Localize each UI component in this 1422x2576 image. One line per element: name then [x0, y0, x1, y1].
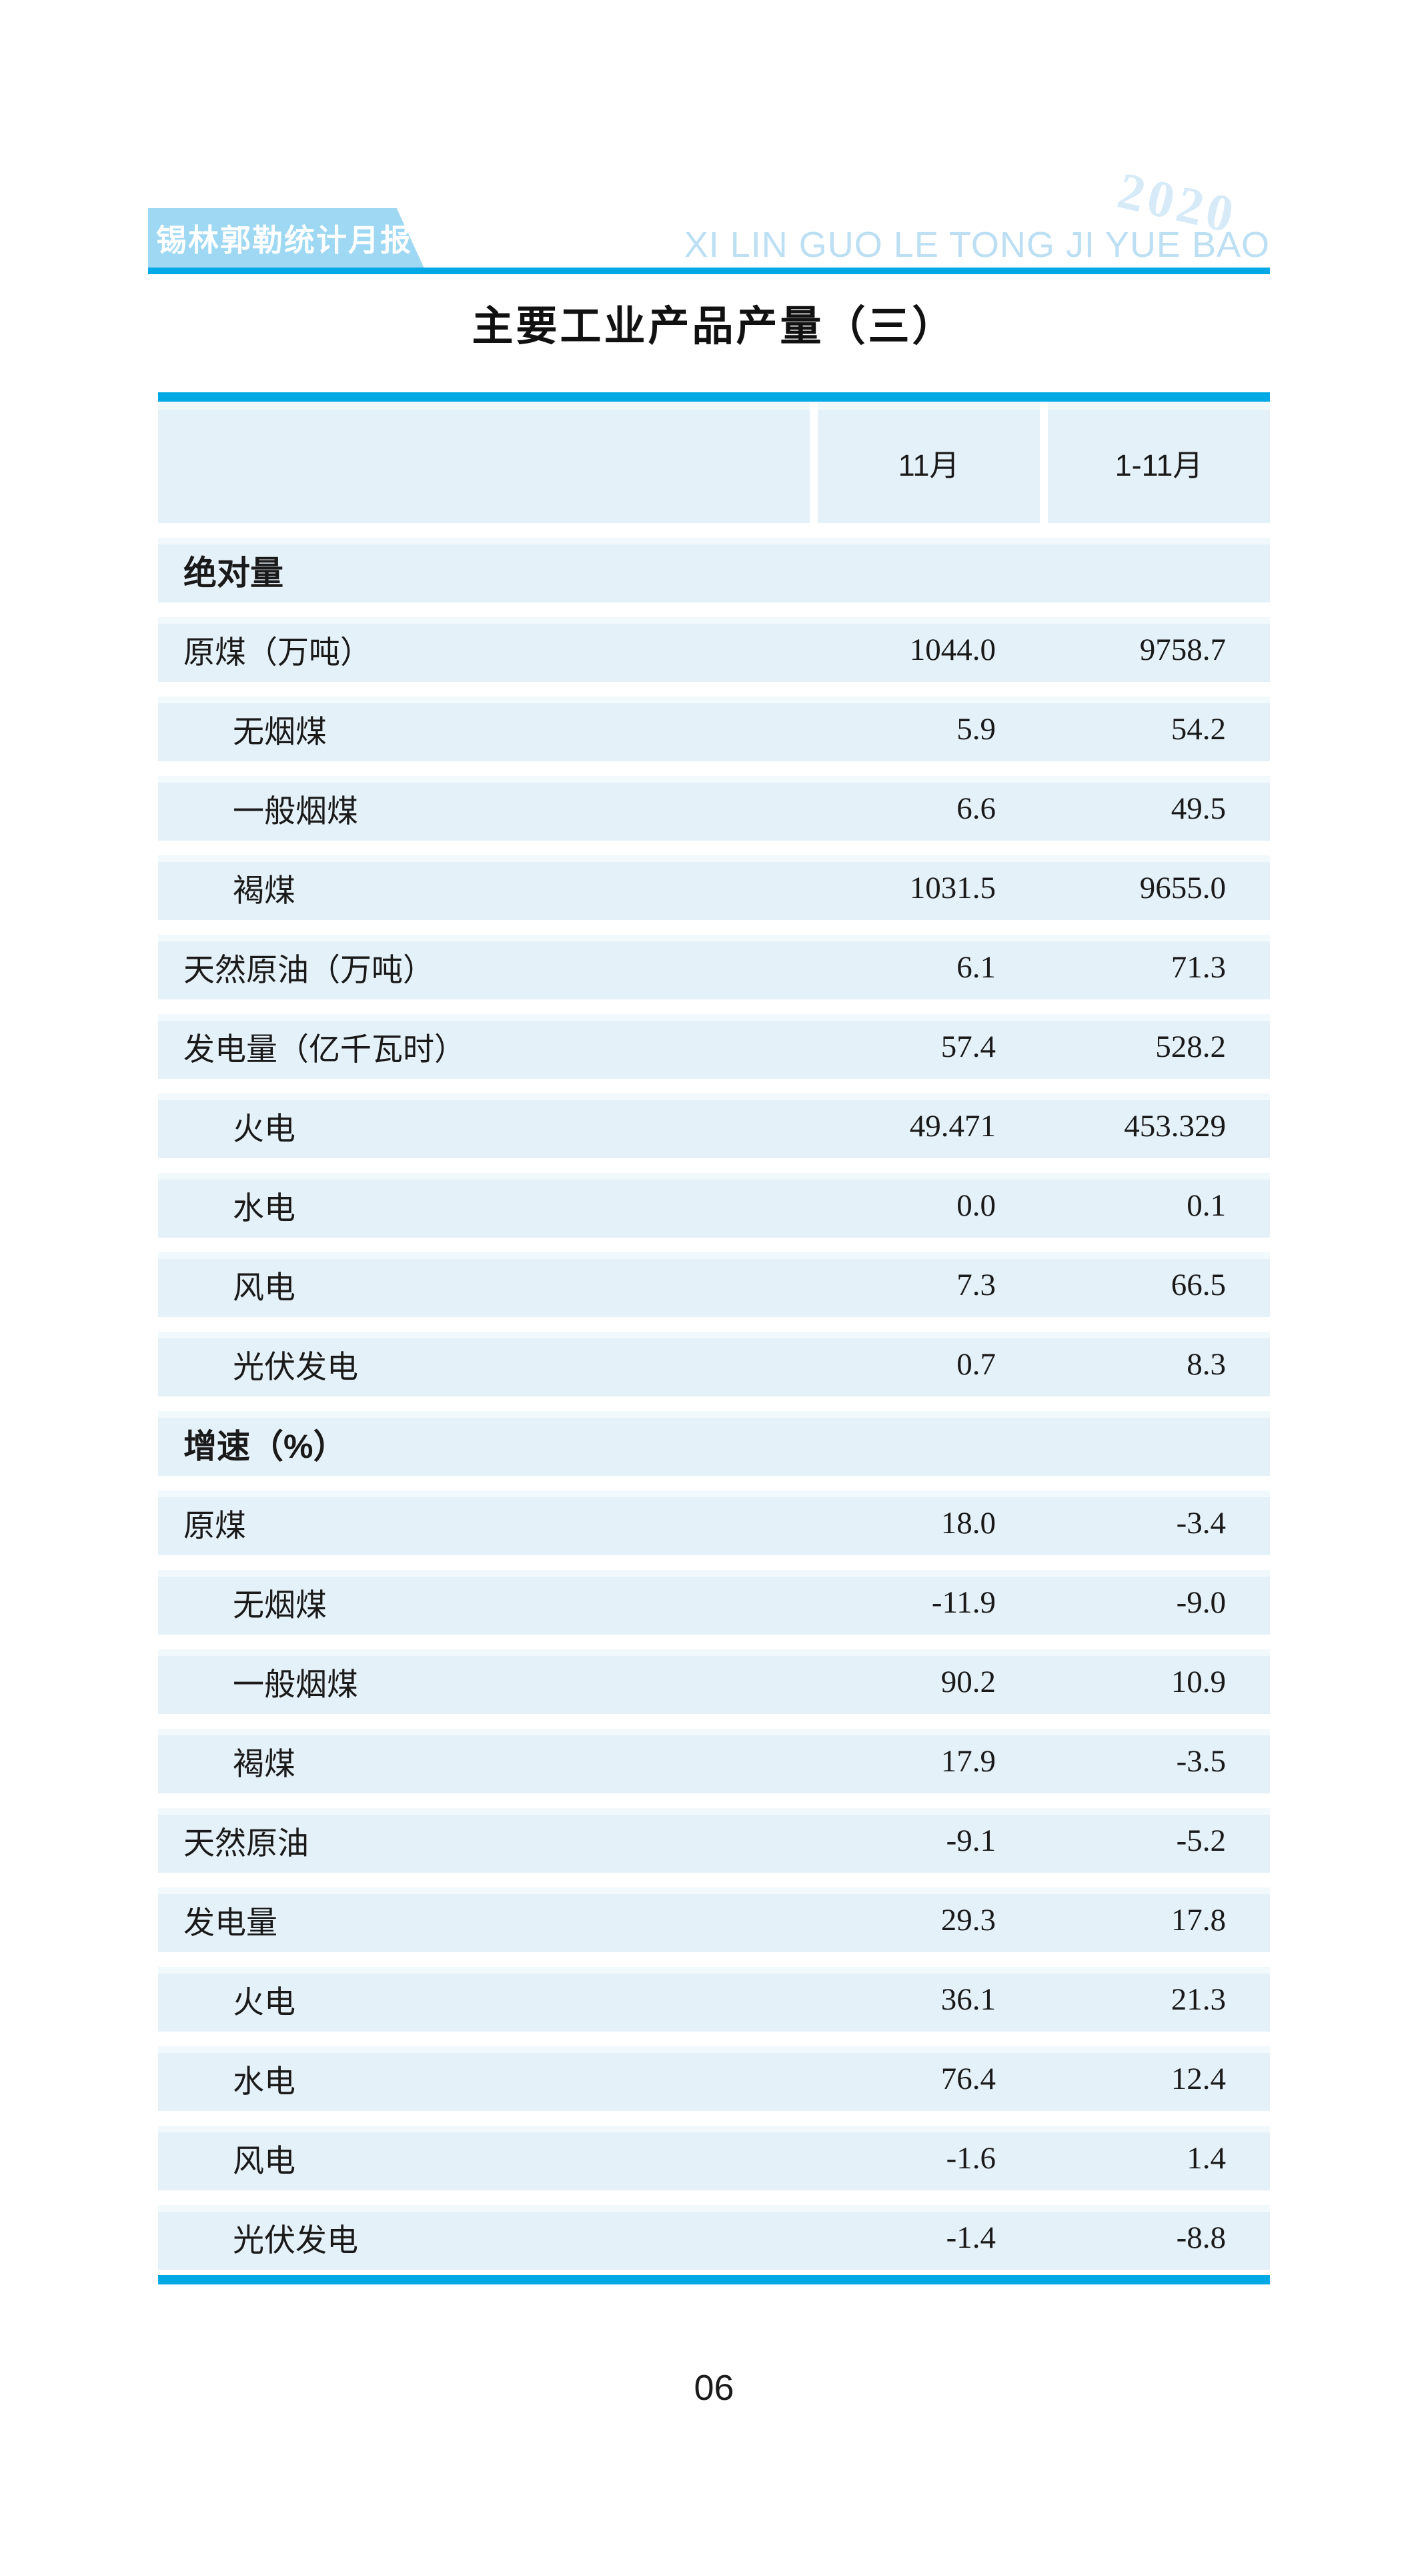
- row-label: 天然原油（万吨）: [183, 953, 434, 988]
- row-value-november: 1031.5: [909, 870, 996, 905]
- row-value-november: 0.0: [956, 1188, 996, 1223]
- row-value-jan-nov: 9655.0: [1139, 870, 1226, 905]
- header-column-jan-nov: 1-11月: [1040, 402, 1270, 523]
- masthead-banner-title: 锡林郭勒统计月报: [156, 224, 412, 258]
- row-label: 增速（%）: [183, 1427, 347, 1465]
- row-label: 火电: [233, 1986, 295, 2020]
- table-row: 一般烟煤 6.6 49.5: [158, 776, 1270, 841]
- row-value-november: -1.4: [946, 2220, 996, 2255]
- row-value-jan-nov: -9.0: [1176, 1585, 1226, 1620]
- row-value-november: 17.9: [940, 1743, 996, 1779]
- row-value-jan-nov: 66.5: [1171, 1267, 1226, 1302]
- row-label: 一般烟煤: [233, 1668, 358, 1703]
- row-label: 风电: [233, 2144, 295, 2179]
- masthead-banner: 锡林郭勒统计月报: [148, 208, 424, 268]
- row-value-november: 57.4: [940, 1029, 996, 1064]
- masthead-rule: [148, 268, 1270, 274]
- table-row: 增速（%）: [158, 1411, 1270, 1476]
- row-value-november: 49.471: [909, 1108, 996, 1144]
- row-value-november: 1044.0: [909, 632, 996, 667]
- row-label: 光伏发电: [233, 1350, 358, 1385]
- table-row: 水电 0.0 0.1: [158, 1173, 1270, 1238]
- table-row: 光伏发电 0.7 8.3: [158, 1332, 1270, 1396]
- table-row: 光伏发电 -1.4 -8.8: [158, 2205, 1270, 2270]
- masthead-pinyin-subtitle: XI LIN GUO LE TONG JI YUE BAO: [684, 225, 1270, 265]
- table-row: 天然原油（万吨） 6.1 71.3: [158, 935, 1270, 999]
- row-value-jan-nov: 54.2: [1171, 711, 1226, 747]
- page-number: 06: [694, 2368, 734, 2408]
- row-value-jan-nov: -3.5: [1176, 1743, 1226, 1779]
- table-row: 发电量（亿千瓦时） 57.4 528.2: [158, 1014, 1270, 1079]
- table-row: 无烟煤 5.9 54.2: [158, 697, 1270, 761]
- row-value-jan-nov: 453.329: [1124, 1108, 1226, 1144]
- row-value-jan-nov: -3.4: [1176, 1505, 1226, 1541]
- row-label: 原煤（万吨）: [183, 636, 372, 671]
- row-value-jan-nov: 0.1: [1187, 1188, 1226, 1223]
- row-value-november: -1.6: [946, 2140, 996, 2176]
- row-label: 天然原油: [183, 1827, 309, 1861]
- row-label: 风电: [233, 1271, 295, 1306]
- table-bottom-rule: [158, 2275, 1270, 2284]
- page-title: 主要工业产品产量（三）: [472, 304, 956, 350]
- table-row: 天然原油 -9.1 -5.2: [158, 1808, 1270, 1873]
- row-value-november: 29.3: [940, 1902, 996, 1938]
- row-value-november: 36.1: [940, 1982, 996, 2017]
- table-row: 原煤 18.0 -3.4: [158, 1490, 1270, 1555]
- row-value-jan-nov: 71.3: [1171, 949, 1226, 985]
- table-row: 原煤（万吨） 1044.0 9758.7: [158, 617, 1270, 682]
- row-label: 无烟煤: [233, 1589, 327, 1623]
- row-label: 褐煤: [233, 1747, 295, 1782]
- row-value-november: 6.6: [956, 791, 996, 826]
- row-label: 原煤: [183, 1509, 246, 1544]
- row-value-jan-nov: 49.5: [1171, 791, 1226, 826]
- row-label: 无烟煤: [233, 715, 327, 750]
- row-value-november: 6.1: [956, 949, 996, 985]
- table-row: 褐煤 17.9 -3.5: [158, 1729, 1270, 1793]
- row-value-jan-nov: 21.3: [1171, 1982, 1226, 2017]
- table-row: 发电量 29.3 17.8: [158, 1887, 1270, 1952]
- row-value-november: 5.9: [956, 711, 996, 747]
- row-value-jan-nov: 17.8: [1171, 1902, 1226, 1938]
- table-row: 水电 76.4 12.4: [158, 2046, 1270, 2111]
- table-row: 绝对量: [158, 538, 1270, 602]
- table-row: 风电 -1.6 1.4: [158, 2126, 1270, 2190]
- row-value-jan-nov: 12.4: [1171, 2061, 1226, 2096]
- row-label: 褐煤: [233, 874, 295, 909]
- row-value-jan-nov: 9758.7: [1139, 632, 1226, 667]
- row-label: 水电: [233, 2065, 295, 2100]
- row-value-november: 76.4: [940, 2061, 996, 2096]
- table-row: 火电 36.1 21.3: [158, 1967, 1270, 2032]
- table-top-rule: [158, 392, 1270, 402]
- row-value-november: 18.0: [940, 1505, 996, 1541]
- row-value-november: -9.1: [946, 1823, 996, 1858]
- row-label: 光伏发电: [233, 2224, 358, 2258]
- table-body: 绝对量 原煤（万吨） 1044.0 9758.7 无烟煤 5.9 54.2 一般…: [158, 538, 1270, 2270]
- header-indicator-cell: [158, 402, 810, 523]
- row-label: 水电: [233, 1192, 295, 1226]
- row-value-jan-nov: -8.8: [1176, 2220, 1226, 2255]
- row-value-jan-nov: 1.4: [1187, 2140, 1226, 2176]
- row-label: 绝对量: [183, 554, 283, 592]
- table-row: 一般烟煤 90.2 10.9: [158, 1649, 1270, 1714]
- row-value-november: -11.9: [931, 1585, 996, 1620]
- stats-table: 11月 1-11月 绝对量 原煤（万吨） 1044.0 9758.7 无烟煤 5…: [158, 392, 1270, 2284]
- row-value-november: 90.2: [940, 1664, 996, 1699]
- row-label: 发电量（亿千瓦时）: [183, 1033, 466, 1067]
- table-row: 褐煤 1031.5 9655.0: [158, 855, 1270, 920]
- row-label: 一般烟煤: [233, 795, 358, 829]
- row-label: 发电量: [183, 1906, 277, 1941]
- table-header-row: 11月 1-11月: [158, 402, 1270, 523]
- row-value-jan-nov: 10.9: [1171, 1664, 1226, 1699]
- table-row: 无烟煤 -11.9 -9.0: [158, 1570, 1270, 1635]
- row-value-jan-nov: 8.3: [1187, 1346, 1226, 1382]
- row-value-november: 7.3: [956, 1267, 996, 1302]
- table-row: 火电 49.471 453.329: [158, 1094, 1270, 1158]
- row-value-jan-nov: 528.2: [1155, 1029, 1226, 1064]
- row-label: 火电: [233, 1112, 295, 1147]
- table-row: 风电 7.3 66.5: [158, 1252, 1270, 1317]
- row-value-november: 0.7: [956, 1346, 996, 1382]
- header-column-november: 11月: [810, 402, 1040, 523]
- row-value-jan-nov: -5.2: [1176, 1823, 1226, 1858]
